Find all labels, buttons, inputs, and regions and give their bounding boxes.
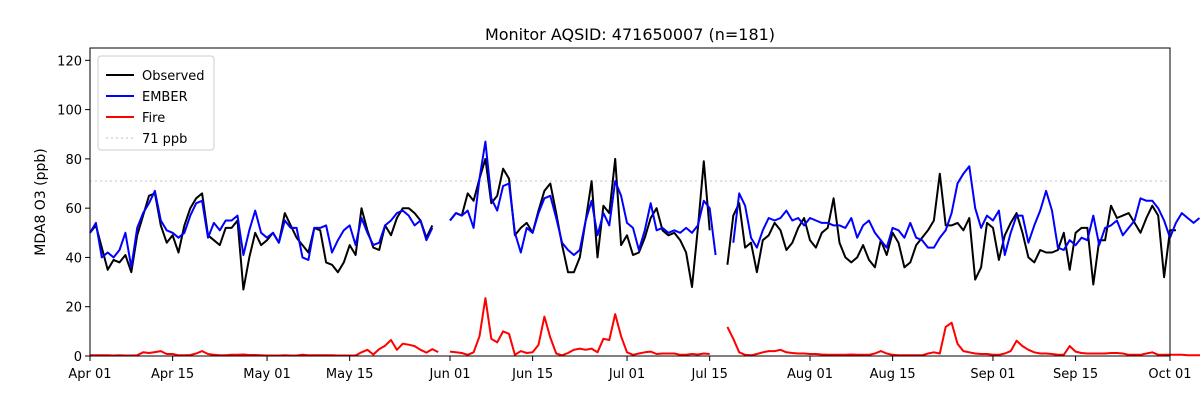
chart-title: Monitor AQSID: 471650007 (n=181): [485, 25, 775, 44]
y-axis: 0 20 40 60 80 100 120: [57, 54, 90, 365]
y-tick-label: 120: [57, 54, 82, 69]
x-tick-label: Jun 01: [429, 367, 471, 382]
series-line-ember: [89, 140, 1200, 269]
plot-area: [89, 47, 1200, 357]
y-tick-label: 100: [57, 104, 82, 119]
plot-frame: [89, 47, 1171, 357]
legend-label-observed: Observed: [142, 69, 205, 84]
x-tick-label: May 15: [326, 367, 374, 382]
x-tick-label: May 01: [243, 367, 291, 382]
x-tick-label: Apr 01: [68, 367, 111, 382]
x-tick-label: Sep 01: [970, 367, 1015, 382]
series-line-fire: [90, 297, 1200, 357]
y-tick-label: 80: [65, 153, 82, 168]
legend: Observed EMBER Fire 71 ppb: [97, 55, 215, 151]
y-tick-label: 20: [65, 301, 82, 316]
legend-label-ember: EMBER: [142, 90, 188, 105]
x-tick-label: Aug 01: [787, 367, 833, 382]
x-tick-label: Sep 15: [1053, 367, 1098, 382]
x-tick-label: Aug 15: [870, 367, 916, 382]
x-tick-label: Oct 01: [1148, 367, 1191, 382]
legend-label-fire: Fire: [142, 111, 165, 126]
x-tick-label: Jun 15: [511, 367, 553, 382]
y-tick-label: 40: [65, 251, 82, 266]
y-tick-label: 60: [65, 202, 82, 217]
legend-box: [97, 55, 215, 151]
x-tick-label: Apr 15: [151, 367, 194, 382]
y-tick-label: 0: [74, 350, 82, 365]
x-tick-label: Jul 15: [690, 367, 727, 382]
x-tick-label: Jul 01: [608, 367, 645, 382]
y-axis-label: MDA8 O3 (ppb): [33, 148, 49, 256]
x-axis: Apr 01 Apr 15 May 01 May 15 Jun 01 Jun 15 Jul …: [68, 356, 1192, 382]
legend-label-71-ppb: 71 ppb: [142, 132, 187, 147]
